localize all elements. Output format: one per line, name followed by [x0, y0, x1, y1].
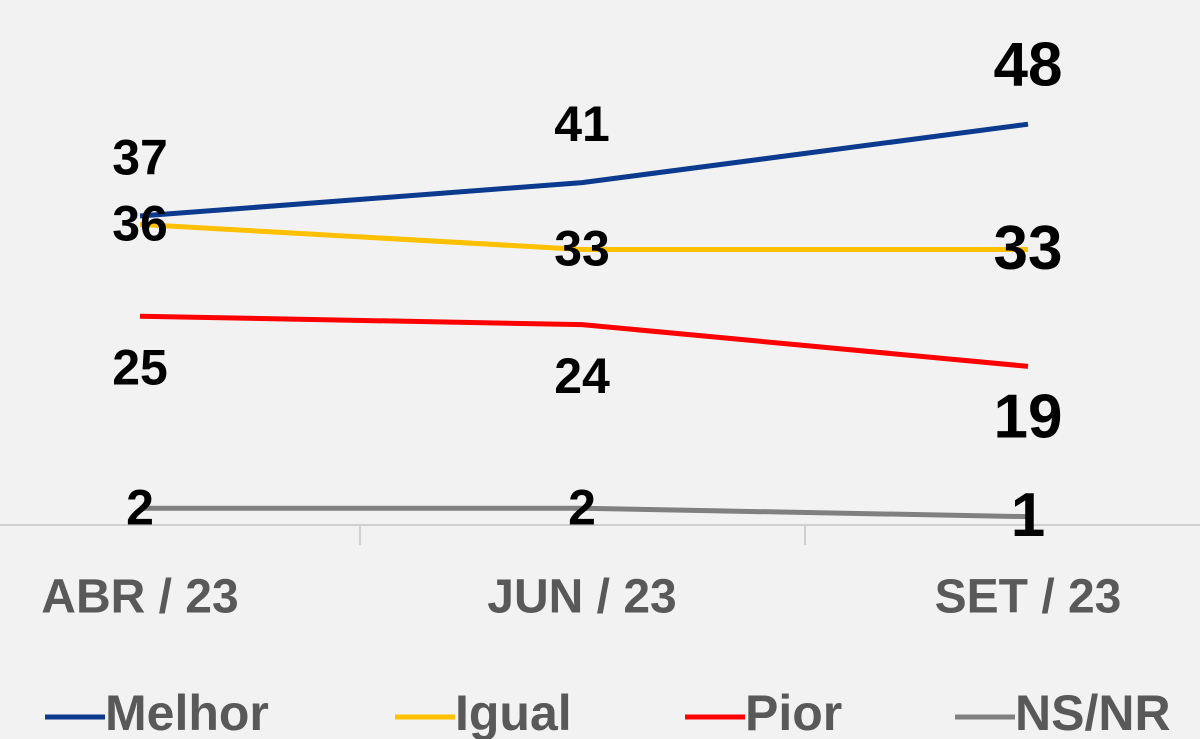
series-line — [139, 313, 1029, 369]
data-label: 36 — [112, 196, 168, 252]
data-label: 37 — [112, 129, 168, 185]
data-label: 1 — [1011, 481, 1045, 550]
series-line — [140, 505, 1029, 520]
data-label: 33 — [994, 214, 1063, 283]
data-label: 19 — [994, 383, 1063, 452]
x-tick-label: ABR / 23 — [41, 571, 238, 624]
x-tick-label: SET / 23 — [935, 571, 1122, 624]
data-label: 25 — [112, 339, 168, 395]
series-line — [139, 221, 1028, 252]
legend-label: Pior — [745, 685, 842, 739]
legend-label: Igual — [455, 685, 572, 739]
series-line — [139, 121, 1029, 219]
legend-label: Melhor — [105, 685, 269, 739]
x-tick-label: JUN / 23 — [487, 571, 676, 624]
data-label: 48 — [994, 31, 1063, 100]
data-label: 2 — [568, 480, 596, 536]
data-label: 41 — [554, 96, 610, 152]
data-label: 2 — [126, 480, 154, 536]
legend-label: NS/NR — [1015, 685, 1171, 739]
data-label: 33 — [554, 221, 610, 277]
data-label: 24 — [554, 348, 610, 404]
